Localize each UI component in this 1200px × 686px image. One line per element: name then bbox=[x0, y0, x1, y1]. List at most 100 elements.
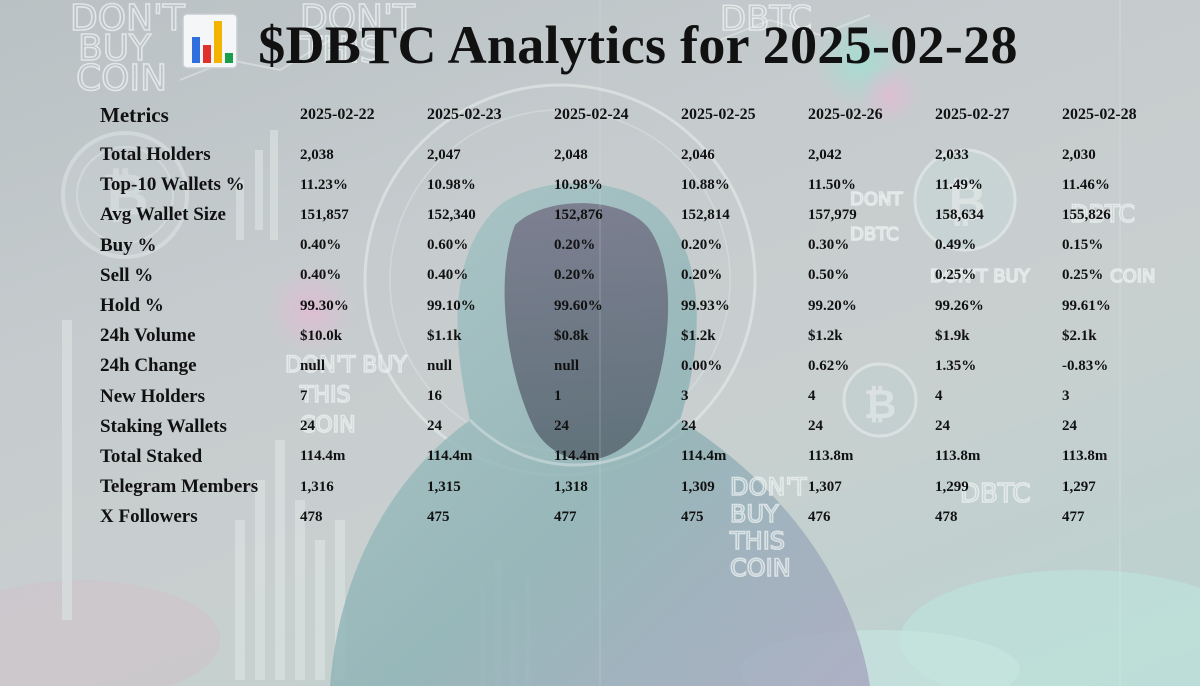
metric-label: Top-10 Wallets % bbox=[100, 174, 245, 196]
metric-value: $1.2k bbox=[808, 327, 843, 344]
metric-value: 1,299 bbox=[935, 478, 969, 495]
metric-value: 24 bbox=[681, 418, 696, 435]
metric-value: null bbox=[300, 357, 326, 374]
metric-value: 0.40% bbox=[300, 267, 342, 284]
watermark-text: BUY bbox=[730, 500, 779, 528]
metric-value: 0.30% bbox=[808, 237, 850, 254]
table-row: X Followers 478 475 477 475 476 478 477 bbox=[100, 502, 1189, 532]
metric-label: Buy % bbox=[100, 234, 157, 256]
metric-value: $1.1k bbox=[427, 327, 462, 344]
metrics-table: Metrics 2025-02-22 2025-02-23 2025-02-24… bbox=[100, 100, 1189, 532]
metric-value: 11.46% bbox=[1062, 176, 1110, 193]
metric-value: 2,047 bbox=[427, 146, 461, 163]
metric-label: 24h Change bbox=[100, 355, 197, 377]
table-row: Telegram Members 1,316 1,315 1,318 1,309 1,30… bbox=[100, 472, 1189, 502]
metric-value: 114.4m bbox=[300, 448, 346, 465]
metric-label: Avg Wallet Size bbox=[100, 204, 226, 226]
metric-value: 1,297 bbox=[1062, 478, 1096, 495]
metric-value: 151,857 bbox=[300, 206, 349, 223]
date-column-header: 2025-02-26 bbox=[808, 106, 883, 123]
metric-value: 24 bbox=[808, 418, 823, 435]
bitcoin-coin-icon: ₿ bbox=[842, 362, 918, 438]
metric-value: 0.40% bbox=[427, 267, 469, 284]
watermark-text: DBTC bbox=[850, 224, 899, 245]
metric-value: 24 bbox=[554, 418, 569, 435]
metric-value: 7 bbox=[300, 388, 308, 405]
table-row: New Holders 7 16 1 3 4 4 3 bbox=[100, 382, 1189, 412]
metric-label: Total Holders bbox=[100, 144, 211, 166]
hooded-figure-icon bbox=[330, 183, 870, 686]
table-row: Hold % 99.30% 99.10% 99.60% 99.93% 99.20% 99.2… bbox=[100, 291, 1189, 321]
metric-value: 10.98% bbox=[427, 176, 476, 193]
table-row: 24h Change null null null 0.00% 0.62% 1.35% -0.… bbox=[100, 351, 1189, 381]
metric-value: 10.98% bbox=[554, 176, 603, 193]
svg-text:₿: ₿ bbox=[864, 382, 897, 428]
metric-value: 113.8m bbox=[808, 448, 854, 465]
metric-label: Total Staked bbox=[100, 445, 203, 467]
metric-value: 477 bbox=[554, 508, 577, 525]
metric-value: 0.49% bbox=[935, 237, 977, 254]
metric-value: 2,030 bbox=[1062, 146, 1096, 163]
metric-value: 114.4m bbox=[554, 448, 600, 465]
metric-value: 2,033 bbox=[935, 146, 969, 163]
watermark-text: COIN bbox=[300, 413, 356, 438]
metric-value: -0.83% bbox=[1062, 357, 1109, 374]
watermark-text: COIN bbox=[1110, 266, 1156, 287]
watermark-text: DON'T bbox=[730, 473, 807, 501]
table-row: Buy % 0.40% 0.60% 0.20% 0.20% 0.30% 0.49% 0.15% bbox=[100, 231, 1189, 261]
metric-value: 113.8m bbox=[1062, 448, 1108, 465]
metric-value: 2,042 bbox=[808, 146, 842, 163]
metric-value: 1,309 bbox=[681, 478, 715, 495]
date-column-header: 2025-02-27 bbox=[935, 106, 1010, 123]
watermark-text: DONT bbox=[850, 189, 903, 210]
watermark-text: DON'T bbox=[300, 0, 416, 39]
watermark-text: DON'T bbox=[70, 0, 186, 39]
metric-value: 0.20% bbox=[554, 237, 596, 254]
metrics-column-header: Metrics bbox=[100, 102, 169, 127]
metric-value: 16 bbox=[427, 388, 442, 405]
metric-label: Sell % bbox=[100, 264, 154, 286]
watermark-text: BUY bbox=[78, 28, 152, 69]
metric-value: 476 bbox=[808, 508, 831, 525]
metric-label: New Holders bbox=[100, 385, 206, 407]
glow-orb bbox=[265, 265, 355, 355]
metric-value: 3 bbox=[1062, 388, 1070, 405]
metric-value: $10.0k bbox=[300, 327, 343, 344]
table-row: Total Staked 114.4m 114.4m 114.4m 114.4m 113.… bbox=[100, 442, 1189, 472]
metric-label: 24h Volume bbox=[100, 325, 196, 347]
metric-value: 0.00% bbox=[681, 357, 723, 374]
metric-value: 114.4m bbox=[427, 448, 473, 465]
glow-orb bbox=[860, 65, 920, 125]
metric-value: 0.40% bbox=[300, 237, 342, 254]
metric-label: Telegram Members bbox=[100, 476, 259, 498]
cloud-shape bbox=[0, 580, 220, 686]
metric-value: 157,979 bbox=[808, 206, 857, 223]
metric-value: 152,876 bbox=[554, 206, 603, 223]
metric-value: 0.50% bbox=[808, 267, 850, 284]
metric-value: 155,826 bbox=[1062, 206, 1111, 223]
watermark-text: THIS bbox=[299, 30, 383, 71]
metric-value: 0.25% bbox=[1062, 267, 1104, 284]
metric-value: 24 bbox=[427, 418, 442, 435]
watermark-text: COIN bbox=[730, 554, 791, 582]
metric-value: 113.8m bbox=[935, 448, 981, 465]
metric-value: 99.26% bbox=[935, 297, 984, 314]
metric-value: 4 bbox=[935, 388, 943, 405]
watermark-text: DON'T BUY bbox=[930, 266, 1031, 287]
bar-chart-icon bbox=[182, 13, 238, 69]
metric-value: 99.93% bbox=[681, 297, 730, 314]
metric-label: Hold % bbox=[100, 295, 164, 317]
metric-value: 11.49% bbox=[935, 176, 983, 193]
page-title: $DBTC Analytics for 2025-02-28 bbox=[0, 13, 1200, 76]
table-row: Sell % 0.40% 0.40% 0.20% 0.20% 0.50% 0.25% 0.25… bbox=[100, 261, 1189, 291]
watermark-text: THIS bbox=[299, 383, 350, 408]
svg-text:₿: ₿ bbox=[101, 161, 148, 229]
metric-value: 0.20% bbox=[681, 237, 723, 254]
metric-value: 11.50% bbox=[808, 176, 856, 193]
metric-value: 0.60% bbox=[427, 237, 469, 254]
metric-value: 152,814 bbox=[681, 206, 730, 223]
metric-value: 1.35% bbox=[935, 357, 977, 374]
table-row: Staking Wallets 24 24 24 24 24 24 24 bbox=[100, 412, 1189, 442]
date-column-header: 2025-02-22 bbox=[300, 106, 375, 123]
metric-value: 2,046 bbox=[681, 146, 715, 163]
